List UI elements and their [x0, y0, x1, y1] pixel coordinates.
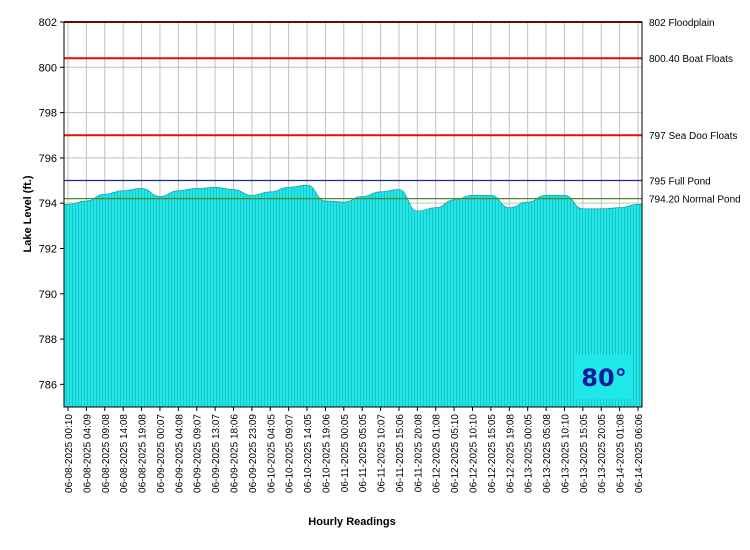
- x-tick-label: 06-12-2025 15:05: [487, 414, 498, 493]
- x-tick-label: 06-10-2025 19:06: [321, 414, 332, 493]
- x-tick-label: 06-09-2025 04:08: [174, 414, 185, 493]
- y-tick-label: 800: [39, 62, 57, 74]
- y-tick-label: 792: [39, 243, 57, 255]
- x-tick-label: 06-12-2025 01:08: [432, 414, 443, 493]
- x-axis-title: Hourly Readings: [308, 516, 395, 528]
- x-tick-label: 06-13-2025 05:08: [542, 414, 553, 493]
- x-tick-label: 06-10-2025 14:05: [303, 414, 314, 493]
- x-tick-label: 06-08-2025 09:08: [101, 414, 112, 493]
- plot-frame: [63, 21, 643, 408]
- x-tick-label: 06-11-2025 05:05: [358, 414, 369, 493]
- x-tick-label: 06-10-2025 04:05: [266, 414, 277, 493]
- reference-label: 795 Full Pond: [649, 177, 711, 188]
- x-tick-label: 06-09-2025 13:07: [211, 414, 222, 493]
- x-tick-label: 06-13-2025 15:05: [579, 414, 590, 493]
- y-tick-label: 796: [39, 153, 57, 165]
- x-tick-label: 06-09-2025 23:09: [248, 414, 259, 493]
- x-tick-label: 06-08-2025 14:08: [119, 414, 130, 493]
- reference-label: 797 Sea Doo Floats: [649, 131, 737, 142]
- x-tick-label: 06-14-2025 06:06: [634, 414, 645, 493]
- temperature-text: 80°: [581, 364, 626, 392]
- x-tick-label: 06-14-2025 01:08: [616, 414, 627, 493]
- y-tick-label: 802: [39, 17, 57, 29]
- x-tick-label: 06-12-2025 10:10: [469, 414, 480, 493]
- x-tick-label: 06-08-2025 00:10: [64, 414, 75, 493]
- y-axis-title: Lake Level (ft.): [22, 175, 34, 252]
- x-tick-label: 06-09-2025 18:06: [229, 414, 240, 493]
- x-tick-label: 06-11-2025 00:05: [340, 414, 351, 493]
- y-tick-label: 788: [39, 334, 57, 346]
- x-tick-label: 06-13-2025 00:05: [524, 414, 535, 493]
- y-tick-label: 794: [39, 198, 57, 210]
- x-tick-label: 06-13-2025 10:10: [560, 414, 571, 493]
- y-axis-ticks: 786 788 790 792 794 796 798 800 802: [39, 17, 64, 391]
- x-tick-label: 06-09-2025 00:07: [156, 414, 167, 493]
- x-axis-ticks: 06-08-2025 00:10 06-08-2025 04:09 06-08-20…: [64, 407, 645, 493]
- reference-label: 802 Floodplain: [649, 18, 715, 29]
- reference-labels: 802 Floodplain 800.40 Boat Floats 797 Sea …: [649, 18, 741, 206]
- x-tick-label: 06-12-2025 05:10: [450, 414, 461, 493]
- x-tick-label: 06-12-2025 19:08: [505, 414, 516, 493]
- x-tick-label: 06-08-2025 19:08: [138, 414, 149, 493]
- y-tick-label: 798: [39, 108, 57, 120]
- x-tick-label: 06-13-2025 20:05: [597, 414, 608, 493]
- x-tick-label: 06-10-2025 09:07: [285, 414, 296, 493]
- x-tick-label: 06-11-2025 10:07: [377, 414, 388, 493]
- y-tick-label: 786: [39, 379, 57, 391]
- y-tick-label: 790: [39, 289, 57, 301]
- x-tick-label: 06-11-2025 15:06: [395, 414, 406, 493]
- temperature-badge: 80°: [576, 355, 632, 399]
- reference-label: 794.20 Normal Pond: [649, 195, 741, 206]
- x-tick-label: 06-08-2025 04:09: [82, 414, 93, 493]
- reference-label: 800.40 Boat Floats: [649, 54, 733, 65]
- lake-level-area: [63, 184, 643, 408]
- x-tick-label: 06-11-2025 20:08: [413, 414, 424, 493]
- x-tick-label: 06-09-2025 09:07: [193, 414, 204, 493]
